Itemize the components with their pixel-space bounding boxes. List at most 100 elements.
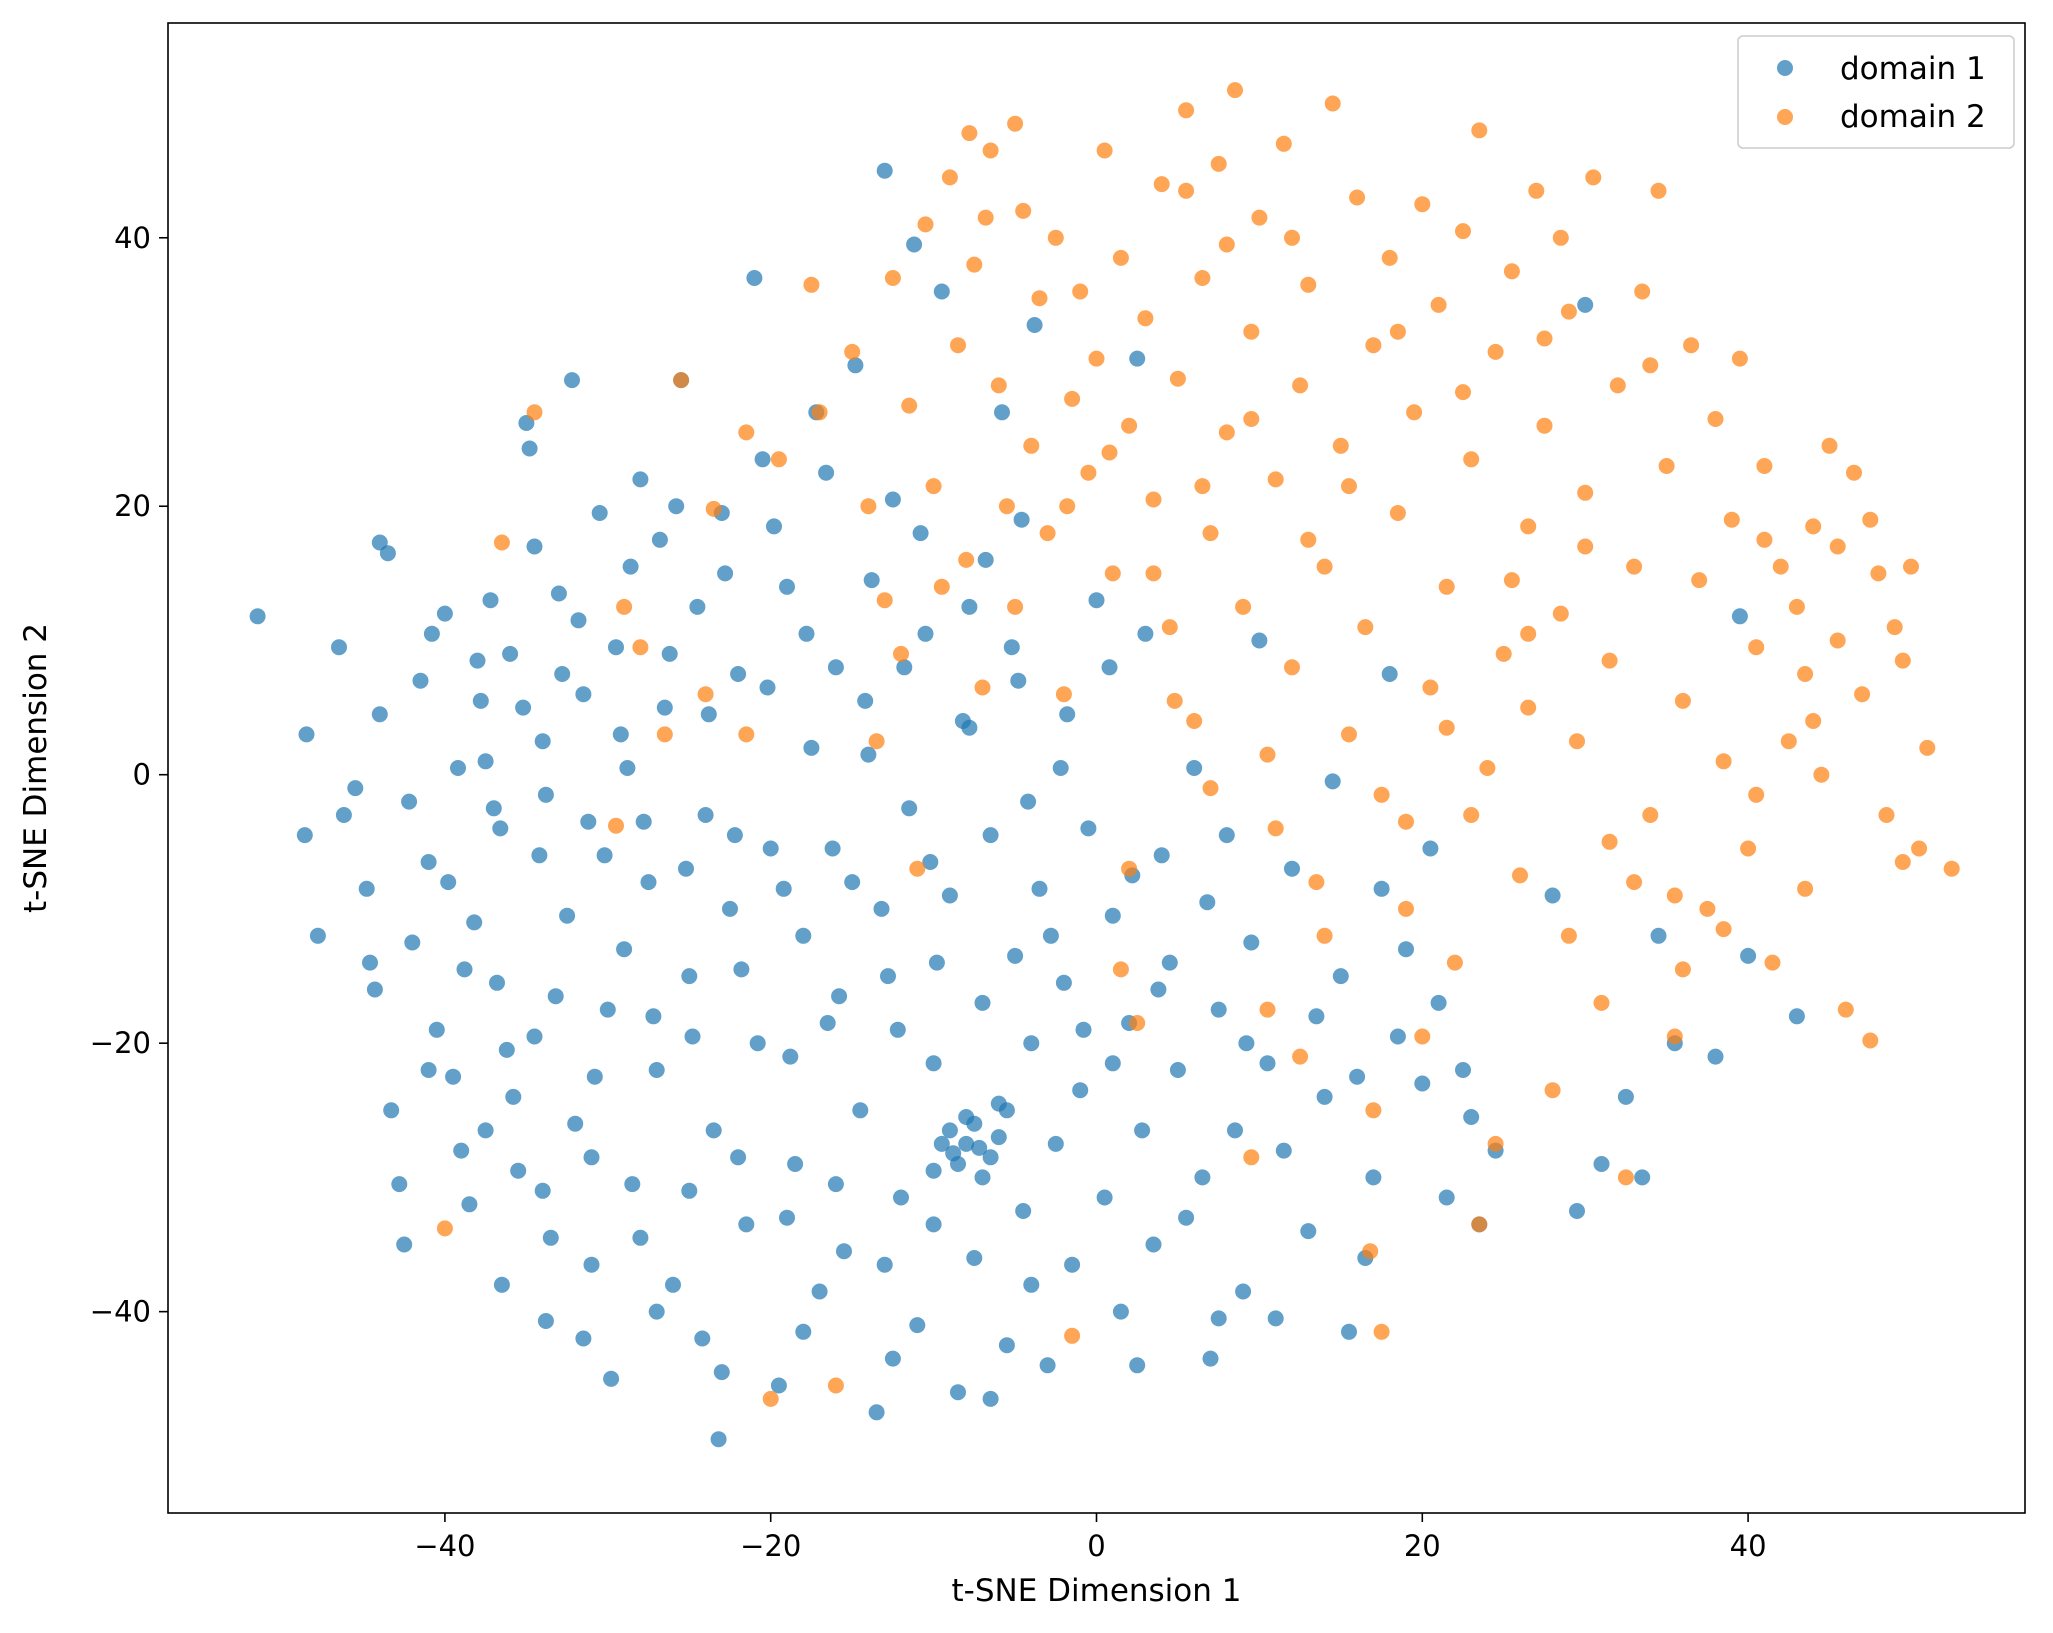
data-point-domain-1 (782, 1048, 799, 1065)
data-point-domain-1 (482, 592, 499, 609)
data-point-domain-2 (1381, 249, 1398, 266)
data-point-domain-1 (383, 1102, 400, 1119)
data-point-domain-2 (909, 860, 926, 877)
data-point-domain-1 (1199, 894, 1216, 911)
data-point-domain-1 (531, 847, 548, 864)
data-point-domain-1 (998, 1337, 1015, 1354)
data-point-domain-1 (358, 880, 375, 897)
data-point-domain-2 (1601, 833, 1618, 850)
y-tick-label: 0 (133, 758, 151, 792)
data-point-domain-1 (1194, 1169, 1211, 1186)
data-point-domain-1 (762, 840, 779, 857)
data-point-domain-1 (922, 854, 939, 870)
data-point-domain-1 (537, 1313, 554, 1329)
data-point-domain-1 (1332, 968, 1349, 985)
data-point-domain-2 (1463, 807, 1480, 823)
data-point-domain-1 (1227, 1122, 1243, 1139)
data-point-domain-2 (1471, 122, 1488, 139)
data-point-domain-2 (1666, 1028, 1683, 1045)
data-point-domain-1 (616, 941, 633, 958)
data-point-domain-1 (954, 713, 971, 729)
data-point-domain-2 (1072, 283, 1089, 300)
data-point-domain-2 (884, 270, 901, 286)
data-point-domain-1 (309, 927, 326, 944)
data-point-domain-2 (1691, 572, 1708, 589)
data-point-domain-2 (1414, 1028, 1431, 1045)
data-point-domain-1 (619, 760, 636, 776)
data-point-domain-2 (1601, 652, 1618, 669)
data-point-domain-2 (1365, 337, 1382, 354)
x-axis-ticks: −40 −20 0 20 40 (414, 1513, 1767, 1563)
data-point-domain-2 (1039, 525, 1056, 542)
data-point-domain-1 (1202, 1350, 1219, 1367)
data-point-domain-2 (493, 534, 510, 551)
data-point-domain-2 (1894, 854, 1911, 870)
data-point-domain-1 (1145, 1236, 1162, 1253)
data-point-domain-1 (798, 625, 815, 642)
data-point-domain-1 (542, 1229, 559, 1246)
data-point-domain-1 (998, 1102, 1015, 1119)
data-point-domain-2 (1080, 464, 1097, 481)
data-point-domain-1 (1096, 1189, 1113, 1206)
data-point-domain-1 (1112, 1303, 1129, 1320)
data-point-domain-1 (901, 800, 918, 817)
data-point-domain-2 (1520, 625, 1537, 642)
data-point-domain-1 (1064, 1256, 1081, 1273)
data-point-domain-2 (1772, 558, 1789, 575)
data-point-domain-1 (1059, 706, 1076, 723)
data-point-domain-1 (1284, 860, 1300, 877)
data-point-domain-1 (1238, 1035, 1255, 1052)
data-point-domain-1 (1251, 632, 1268, 649)
data-point-domain-2 (1471, 1216, 1488, 1233)
data-point-domain-1 (896, 659, 913, 676)
data-point-domain-1 (941, 1122, 958, 1139)
data-point-domain-2 (1227, 82, 1243, 99)
data-point-domain-2 (1292, 377, 1309, 394)
legend-marker-domain-1 (1777, 60, 1793, 76)
data-point-domain-2 (1642, 807, 1659, 823)
data-point-domain-1 (974, 1169, 991, 1186)
data-point-domain-1 (868, 1404, 885, 1421)
data-point-domain-2 (1634, 283, 1651, 300)
data-point-domain-2 (1617, 1169, 1634, 1186)
data-point-domain-1 (1007, 947, 1024, 964)
data-point-domain-2 (1430, 296, 1447, 313)
data-point-domain-1 (547, 988, 564, 1005)
data-point-domain-2 (1357, 619, 1374, 636)
data-point-domain-1 (445, 1068, 462, 1085)
data-point-domain-1 (456, 961, 473, 978)
data-point-domain-1 (347, 780, 364, 797)
data-point-domain-1 (795, 927, 812, 944)
data-point-domain-1 (1243, 934, 1260, 951)
data-point-domain-2 (1487, 1135, 1504, 1152)
data-point-domain-2 (1520, 518, 1537, 535)
data-point-domain-1 (1210, 1001, 1227, 1018)
data-point-domain-1 (526, 538, 543, 555)
data-point-domain-2 (1569, 733, 1585, 750)
data-point-domain-2 (1406, 404, 1423, 421)
data-point-domain-1 (668, 498, 685, 515)
data-point-domain-2 (1015, 202, 1032, 219)
data-point-domain-2 (1577, 484, 1594, 501)
data-point-domain-2 (1683, 337, 1700, 354)
data-point-domain-2 (901, 397, 918, 414)
data-point-domain-2 (1186, 713, 1203, 729)
data-point-domain-2 (1129, 1015, 1146, 1031)
data-point-domain-2 (1112, 249, 1129, 266)
data-point-domain-1 (331, 639, 347, 656)
data-point-domain-1 (722, 900, 738, 917)
data-point-domain-1 (466, 914, 483, 931)
data-point-domain-1 (933, 1135, 950, 1152)
data-point-domain-2 (1153, 176, 1170, 193)
data-point-domain-2 (1723, 511, 1740, 528)
data-point-domain-2 (1894, 652, 1911, 669)
data-point-domain-1 (1275, 1142, 1292, 1159)
data-point-domain-1 (958, 1135, 975, 1152)
data-point-domain-1 (1129, 1357, 1146, 1374)
data-point-domain-1 (1398, 941, 1414, 958)
data-point-domain-1 (1052, 760, 1069, 776)
data-point-domain-1 (1593, 1156, 1610, 1172)
data-point-domain-1 (1047, 1135, 1064, 1152)
data-point-domain-2 (1862, 511, 1879, 528)
